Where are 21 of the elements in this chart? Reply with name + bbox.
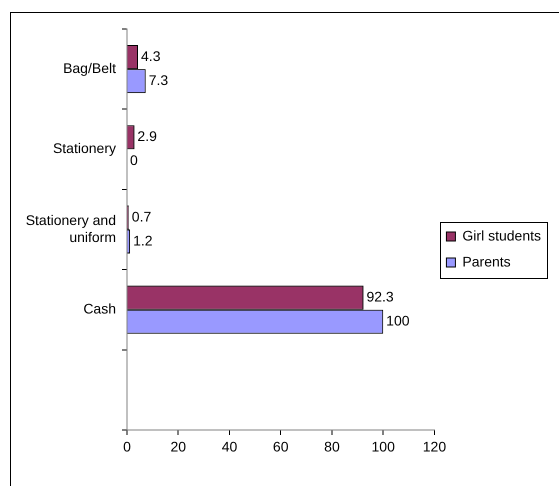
data-label: 0 [130,152,138,168]
y-tick-label: Stationery [52,140,116,156]
x-tick-label: 100 [372,438,396,454]
y-tick-label: Bag/Belt [63,60,116,76]
x-tick-label: 20 [170,438,186,454]
data-label: 0.7 [132,208,152,224]
legend-label: Girl students [462,227,542,244]
x-tick-label: 0 [123,438,132,454]
data-label: 1.2 [133,232,153,248]
data-label: 100 [386,312,410,329]
x-tick-label: 120 [422,438,446,454]
data-label: 2.9 [137,128,158,144]
data-label: 7.3 [148,72,168,88]
x-tick-label: 60 [272,438,289,454]
x-tick-label: 40 [222,438,238,454]
data-label: 4.3 [141,48,161,64]
legend-label: Parents [462,253,511,270]
y-tick-label: Stationery and uniform [26,212,116,245]
y-tick-label: Cash [83,300,116,317]
data-label: 92.3 [366,288,394,305]
x-tick-label: 80 [324,438,340,454]
